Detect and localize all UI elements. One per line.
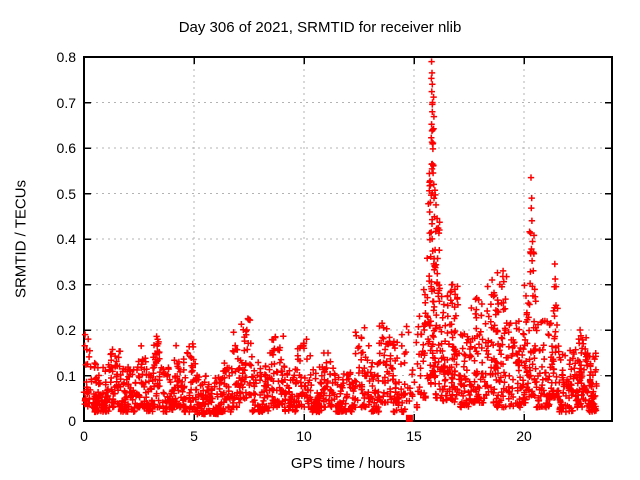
y-tick-label-0.6: 0.6	[56, 140, 76, 156]
y-tick-label-0.8: 0.8	[56, 49, 76, 65]
y-tick-label-0: 0	[68, 413, 76, 429]
x-tick-label-20: 20	[516, 428, 532, 444]
x-axis-label: GPS time / hours	[290, 455, 406, 472]
plot-border	[83, 56, 613, 422]
x-tick-label-0: 0	[80, 428, 88, 444]
chart-title: Day 306 of 2021, SRMTID for receiver nli…	[178, 19, 462, 36]
y-tick-label-0.7: 0.7	[56, 94, 76, 111]
y-tick-label-0.5: 0.5	[56, 185, 76, 202]
x-tick-label-15: 15	[406, 428, 422, 444]
y-tick-label-0.3: 0.3	[56, 276, 76, 293]
y-tick-label-0.2: 0.2	[56, 322, 76, 338]
data-gap-marker	[405, 414, 413, 422]
data-points	[80, 58, 600, 418]
y-tick-label-0.4: 0.4	[56, 231, 76, 247]
x-tick-label-5: 5	[190, 428, 198, 444]
x-tick-label-10: 10	[296, 428, 312, 444]
y-tick-label-0.1: 0.1	[56, 367, 76, 384]
